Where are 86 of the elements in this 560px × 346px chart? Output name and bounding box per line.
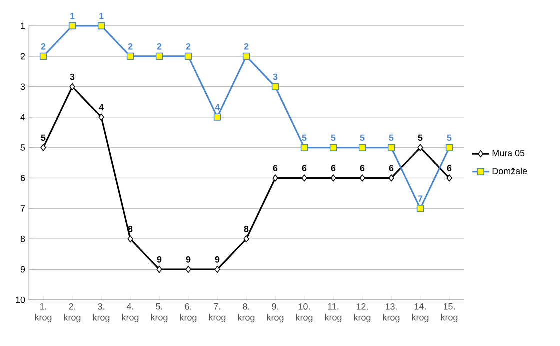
data-label: 3 <box>70 74 75 80</box>
point <box>300 144 308 152</box>
point <box>156 52 164 60</box>
data-label: 2 <box>186 43 191 50</box>
x-tick-label: 10. krog <box>296 304 313 323</box>
data-label: 1 <box>70 13 75 20</box>
x-tick-label: 9. krog <box>267 304 284 323</box>
point <box>416 205 424 212</box>
data-label: 7 <box>418 196 423 202</box>
point <box>330 174 336 182</box>
x-tick-label: 5. krog <box>151 304 168 323</box>
y-tick-label: 6 <box>20 175 26 182</box>
data-label: 1 <box>100 13 104 20</box>
point <box>446 174 452 182</box>
point <box>40 144 46 152</box>
y-tick-label: 10 <box>16 296 26 304</box>
x-tick-label: 6. krog <box>180 304 197 323</box>
data-label: 5 <box>41 134 46 142</box>
data-label: 6 <box>360 165 365 172</box>
data-label: 3 <box>273 74 278 80</box>
point <box>98 22 106 30</box>
y-tick-label: 1 <box>21 22 26 30</box>
point <box>244 236 250 243</box>
point <box>184 52 192 60</box>
point <box>40 52 48 60</box>
y-tick-label: 9 <box>20 266 26 273</box>
legend-label: Mura 05 <box>492 150 525 156</box>
x-tick-label: 14. krog <box>412 304 429 323</box>
point <box>446 144 454 152</box>
x-tick-label: 13. krog <box>383 304 400 323</box>
data-label: 6 <box>447 165 452 172</box>
point <box>272 83 280 90</box>
data-label: 2 <box>157 43 162 50</box>
data-label: 6 <box>389 165 394 172</box>
y-tick-label: 4 <box>20 114 26 120</box>
point <box>214 266 220 274</box>
data-label: 5 <box>331 134 336 142</box>
point <box>358 144 366 152</box>
point <box>214 114 222 121</box>
x-tick-label: 11. krog <box>325 304 342 323</box>
data-label: 5 <box>302 134 307 142</box>
data-label: 8 <box>244 226 249 232</box>
data-label: 4 <box>99 104 104 111</box>
data-label: 9 <box>215 256 220 263</box>
point <box>70 83 76 90</box>
data-label: 2 <box>244 43 249 50</box>
data-label: 5 <box>389 134 394 142</box>
point <box>242 52 250 60</box>
data-label: 5 <box>418 134 423 142</box>
data-label: 9 <box>186 256 191 263</box>
point <box>360 174 366 182</box>
data-label: 2 <box>41 43 46 50</box>
x-tick-label: 8. krog <box>238 304 255 323</box>
x-tick-label: 4. krog <box>122 304 139 323</box>
y-tick-label: 2 <box>20 53 26 60</box>
point <box>126 52 134 60</box>
data-label: 5 <box>447 134 452 142</box>
point <box>388 174 394 182</box>
point <box>388 144 396 152</box>
x-tick-label: 12. krog <box>354 304 371 323</box>
y-tick-label: 5 <box>20 144 26 151</box>
data-label: 6 <box>302 165 307 172</box>
point <box>68 22 76 30</box>
point <box>98 114 104 121</box>
point <box>418 144 424 152</box>
point <box>302 174 308 182</box>
data-label: 4 <box>215 104 220 111</box>
point <box>186 266 192 274</box>
data-label: 5 <box>360 134 365 142</box>
y-tick-label: 8 <box>20 236 26 242</box>
data-label: 2 <box>128 43 133 50</box>
data-label: 9 <box>157 256 162 263</box>
y-tick-label: 7 <box>20 206 26 212</box>
point <box>128 236 134 243</box>
x-tick-label: 2. krog <box>64 304 81 323</box>
y-tick-label: 3 <box>20 84 26 90</box>
x-tick-label: 1. krog <box>35 304 52 323</box>
x-tick-label: 7. krog <box>209 304 226 323</box>
data-label: 6 <box>331 165 336 172</box>
legend-label: Domžale <box>492 168 528 174</box>
x-tick-label: 3. krog <box>93 304 110 323</box>
data-label: 6 <box>273 165 278 172</box>
point <box>272 174 278 182</box>
x-tick-label: 15. krog <box>441 304 458 323</box>
point <box>156 266 162 274</box>
point <box>330 144 338 152</box>
